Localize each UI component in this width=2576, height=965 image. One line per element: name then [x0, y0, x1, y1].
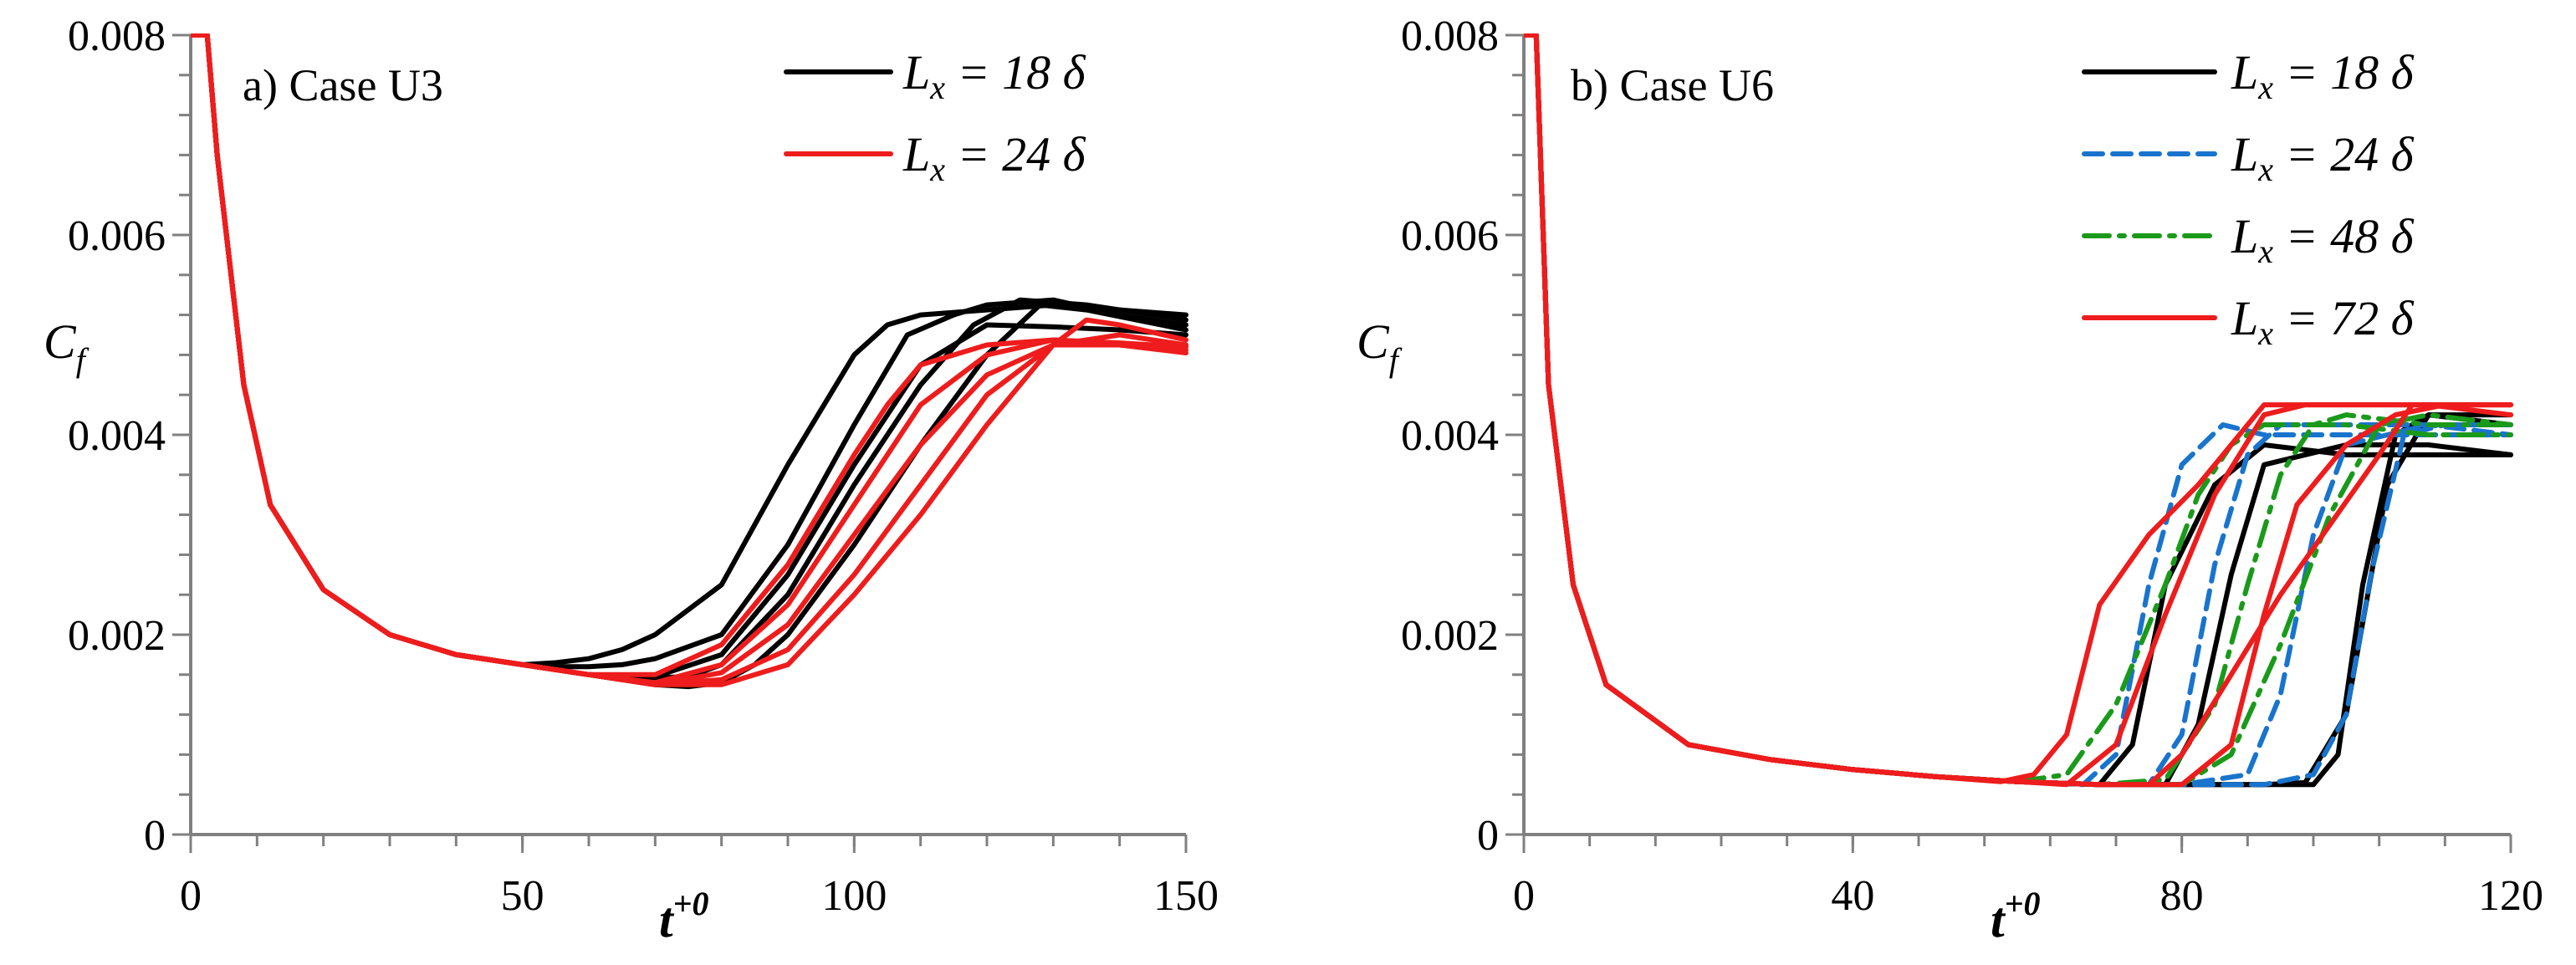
- y-tick-label: 0.004: [1401, 412, 1499, 460]
- panel-title: b) Case U6: [1571, 60, 1774, 110]
- x-tick-label: 150: [1153, 872, 1219, 920]
- x-axis-label: t+0: [1991, 885, 2040, 947]
- chart-panel-a: 0 0.002 0.004 0.006 0.008 0 50 100 150 a) Case U3…: [43, 13, 1219, 947]
- y-axis-label: Cf: [1357, 314, 1403, 379]
- y-tick-label: 0.002: [68, 612, 166, 660]
- y-tick-label: 0.008: [1401, 13, 1499, 60]
- y-tick-label: 0: [1477, 812, 1499, 860]
- series-line: [1524, 33, 2513, 788]
- x-tick-label: 120: [2478, 872, 2543, 920]
- series-line: [1524, 33, 2513, 788]
- x-tick-label: 0: [1513, 872, 1535, 920]
- legend-label: Lx = 48 δ: [2231, 209, 2415, 270]
- x-tick-label: 80: [2160, 872, 2204, 920]
- chart-panel-b: 0 0.002 0.004 0.006 0.008 0 40 80 120 b) Case U6 C…: [1357, 13, 2543, 947]
- x-tick-label: 100: [821, 872, 887, 920]
- y-tick-label: 0.008: [68, 13, 166, 60]
- x-tick-label: 50: [501, 872, 544, 920]
- y-tick-label: 0.006: [1401, 212, 1499, 260]
- series-group: [1524, 33, 2513, 788]
- y-tick-label: 0: [144, 812, 166, 860]
- y-axis-label: Cf: [43, 314, 89, 379]
- series-line: [1524, 33, 2513, 788]
- x-tick-label: 0: [180, 872, 202, 920]
- legend-label: Lx = 24 δ: [902, 127, 1086, 188]
- y-tick-label: 0.002: [1401, 612, 1499, 660]
- legend-label: Lx = 72 δ: [2231, 291, 2415, 352]
- legend-label: Lx = 24 δ: [2231, 127, 2415, 188]
- panel-title: a) Case U3: [243, 60, 443, 110]
- legend-label: Lx = 18 δ: [2231, 45, 2415, 106]
- y-tick-label: 0.006: [68, 212, 166, 260]
- x-tick-label: 40: [1831, 872, 1874, 920]
- y-tick-label: 0.004: [68, 412, 166, 460]
- series-group: [191, 33, 1188, 690]
- legend-label: Lx = 18 δ: [902, 45, 1086, 106]
- x-axis-label: t+0: [659, 885, 708, 947]
- series-line: [191, 33, 1188, 687]
